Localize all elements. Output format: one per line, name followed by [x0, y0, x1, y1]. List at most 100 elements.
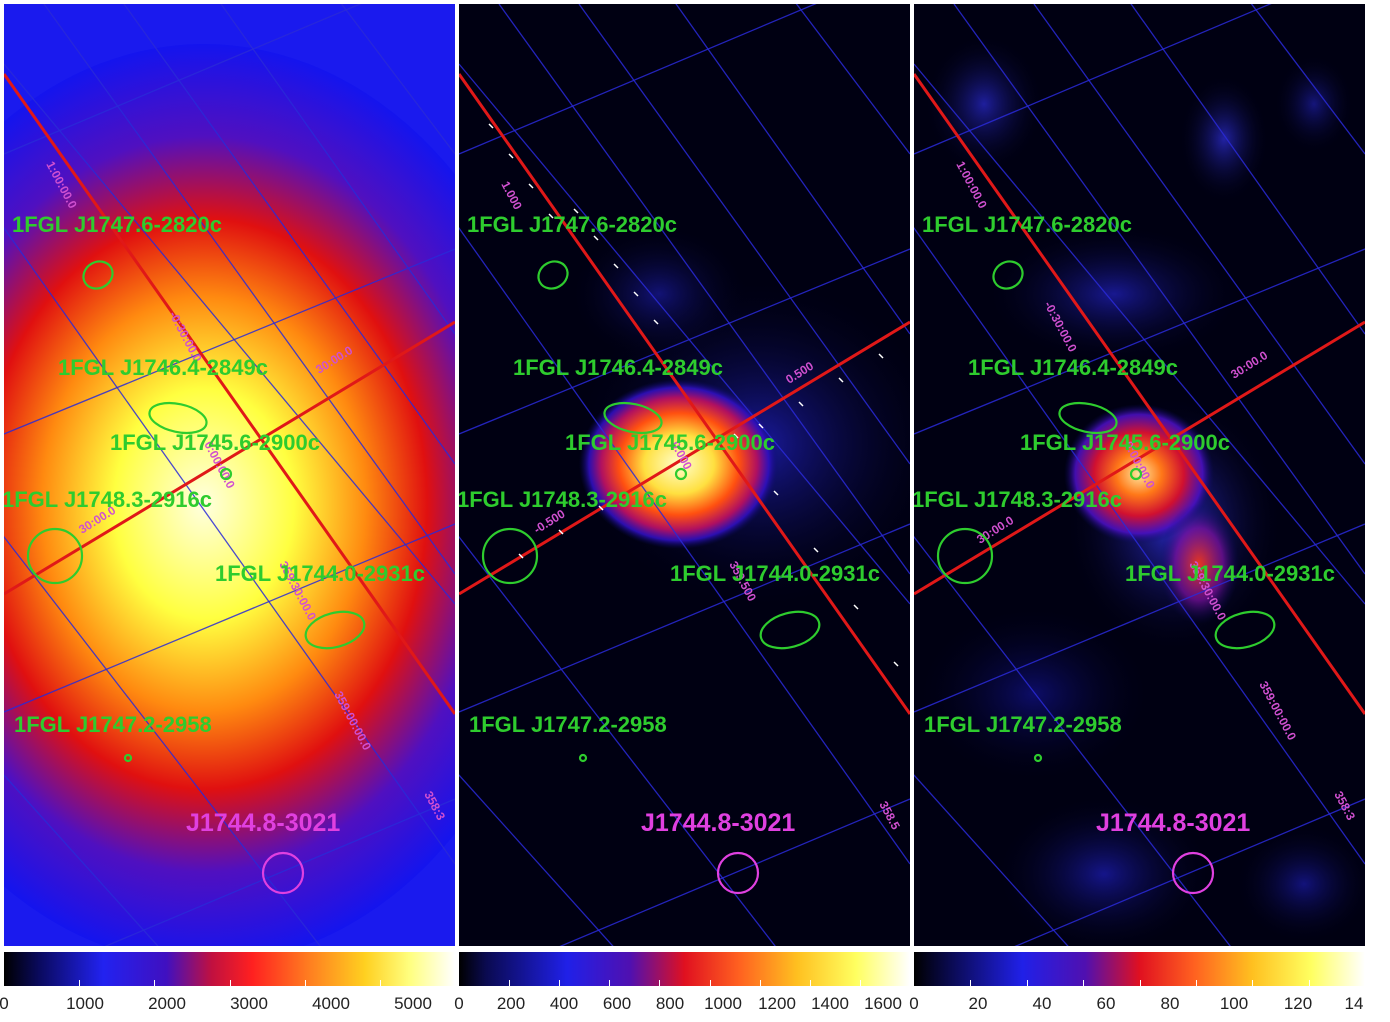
galactic-axis-line: [4, 320, 455, 596]
emission-blob: [1159, 504, 1239, 624]
panel-2: 1.000 0.500 -0.500 359.500 358.5 0.000 1FGL J1…: [459, 4, 910, 946]
tick-label: 0: [0, 994, 9, 1013]
axis-tick-mark: [508, 153, 514, 159]
colorbar-tick-mark: [230, 980, 231, 986]
source-error-ellipse: [578, 753, 588, 763]
tick-label: 400: [549, 994, 579, 1013]
coordinate-grid-line: [4, 4, 362, 155]
coordinate-grid-line: [4, 248, 455, 435]
colorbar-tick-mark: [659, 980, 660, 986]
colorbar-tick-mark: [860, 980, 861, 986]
source-label: 1FGL J1747.2-2958: [14, 712, 212, 737]
source-error-ellipse: [1058, 401, 1118, 435]
coordinate-grid-line: [914, 248, 1365, 435]
galactic-axis-line: [914, 320, 1365, 596]
coordinate-grid-line: [4, 535, 321, 946]
galactic-axis-line: [914, 73, 1365, 715]
coordinate-grid-line: [459, 226, 910, 865]
source-error-ellipse: [537, 260, 569, 290]
colorbar-ticks-2: 0 200 400 600 800 1000 1200 1400 1600: [454, 994, 919, 1016]
colorbar-tick-mark: [609, 980, 610, 986]
source-label: 1FGL J1746.4-2849c: [58, 355, 268, 380]
colorbar-tick-mark: [559, 980, 560, 986]
counts-map-3: 1:00:00.030:00.030:00.0359:30:00.0359:00…: [914, 4, 1365, 946]
coordinate-grid-line: [1130, 4, 1365, 335]
colorbar-tick-mark: [1252, 980, 1253, 986]
coordinate-grid-line: [459, 535, 776, 946]
colorbar-tick-mark: [1083, 980, 1084, 986]
colorbar-3: [914, 952, 1365, 986]
tick-label: 2000: [148, 994, 186, 1013]
axis-tick-mark: [893, 661, 899, 667]
source-error-ellipse: [82, 260, 114, 290]
colorbar-tick-mark: [154, 980, 155, 986]
source-label: 1FGL J1747.2-2958: [924, 712, 1122, 737]
emission-blob: [994, 794, 1214, 946]
axis-tick-mark: [488, 123, 494, 129]
coordinate-grid-line: [4, 63, 455, 605]
source-error-ellipse: [123, 753, 133, 763]
galactic-axis-line: [459, 320, 910, 596]
source-label: 1FGL J1747.6-2820c: [922, 212, 1132, 237]
source-error-ellipse: [1033, 753, 1043, 763]
tick-label: 0: [454, 994, 464, 1013]
axis-tick-mark: [813, 547, 819, 553]
colorbar-tick-mark: [1027, 980, 1028, 986]
source-label: 1FGL J1744.0-2931c: [1125, 561, 1335, 586]
emission-blob: [1274, 54, 1354, 154]
colorbar-2: [459, 952, 910, 986]
coordinate-grid-line: [559, 798, 910, 946]
coordinate-grid-line: [4, 523, 455, 713]
source-label: 1FGL J1745.6-2900c: [110, 430, 320, 455]
tick-label: 200: [496, 994, 526, 1013]
source-label: 1FGL J1748.3-2916c: [4, 487, 212, 512]
colorbar-tick-mark: [1309, 980, 1310, 986]
tick-label: 1200: [758, 994, 796, 1013]
tick-label: 14: [1344, 994, 1364, 1013]
source-error-ellipse: [674, 467, 688, 481]
coordinate-grid-line: [459, 523, 910, 713]
coordinate-grid-line: [340, 4, 455, 155]
source-label: 1FGL J1746.4-2849c: [968, 355, 1178, 380]
source-error-ellipse: [26, 527, 84, 585]
colorbar-tick-mark: [305, 980, 306, 986]
coordinate-grid-line: [1250, 4, 1365, 155]
source-label: J1744.8-3021: [186, 809, 340, 837]
source-error-ellipse: [148, 401, 208, 435]
colorbar-tick-mark: [710, 980, 711, 986]
colorbar-1: [4, 952, 455, 986]
emission-blob: [984, 224, 1244, 364]
source-label: J1744.8-3021: [1096, 809, 1250, 837]
tick-label: 40: [1032, 994, 1052, 1013]
axis-tick-mark: [598, 505, 604, 511]
coordinate-grid-line: [1033, 4, 1365, 465]
colorbar-tick-mark: [380, 980, 381, 986]
colorbar-tick-mark: [1140, 980, 1141, 986]
colorbar-tick-mark: [810, 980, 811, 986]
coordinate-grid-line: [459, 774, 614, 946]
axis-tick-mark: [653, 319, 659, 325]
tick-label: 600: [602, 994, 632, 1013]
galactic-axis-line: [4, 73, 455, 715]
axis-tick-mark: [838, 377, 844, 383]
target-region-circle: [1171, 851, 1215, 895]
source-error-ellipse: [992, 260, 1024, 290]
coordinate-grid-line: [914, 4, 1272, 155]
axis-tick-mark: [773, 490, 779, 496]
coordinate-grid-line: [459, 248, 910, 435]
colorbar-tick-mark: [760, 980, 761, 986]
source-error-ellipse: [304, 610, 366, 650]
tick-label: 80: [1160, 994, 1180, 1013]
source-label: 1FGL J1748.3-2916c: [914, 487, 1122, 512]
coordinate-grid-line: [1014, 798, 1365, 946]
source-label: 1FGL J1745.6-2900c: [1020, 430, 1230, 455]
colorbar-tick-mark: [509, 980, 510, 986]
emission-blob: [4, 44, 455, 946]
colorbar-ticks-1: 0 1000 2000 3000 4000 5000: [0, 994, 464, 1016]
axis-tick-mark: [593, 235, 599, 241]
coordinate-grid-line: [914, 63, 1365, 605]
axis-tick-mark: [733, 433, 739, 439]
axis-tick-mark: [758, 423, 764, 429]
tick-label: 20: [968, 994, 988, 1013]
target-region-circle: [716, 851, 760, 895]
